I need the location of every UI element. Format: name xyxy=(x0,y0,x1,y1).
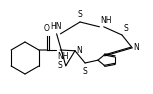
Text: S: S xyxy=(57,61,62,70)
Text: S: S xyxy=(124,24,129,33)
Text: HN: HN xyxy=(50,22,62,31)
Text: N: N xyxy=(133,42,139,52)
Text: O: O xyxy=(44,24,50,33)
Text: S: S xyxy=(83,67,88,76)
Text: N: N xyxy=(76,46,82,55)
Text: S: S xyxy=(78,10,82,19)
Text: NH: NH xyxy=(100,16,112,25)
Text: NH: NH xyxy=(57,52,69,61)
